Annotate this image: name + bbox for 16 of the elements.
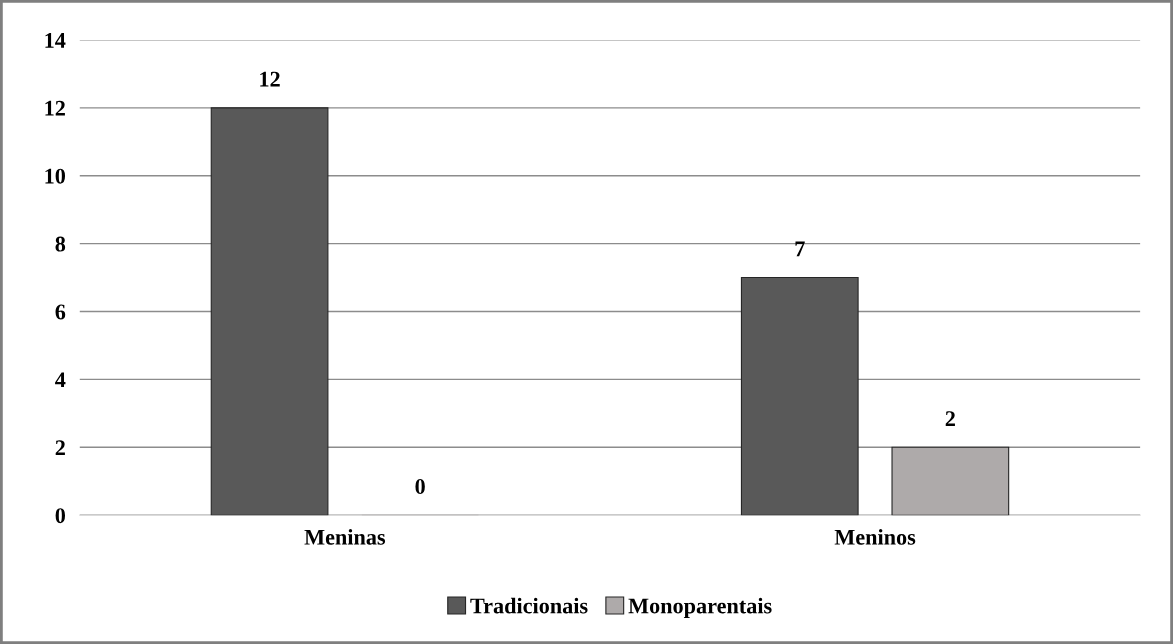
y-tick-label: 6 [55,304,66,320]
data-label: 2 [945,411,955,426]
y-tick-label: 10 [45,168,66,184]
y-tick-label: 4 [55,372,66,388]
data-label: 0 [415,479,425,495]
y-tick-label: 2 [55,440,65,456]
y-tick-label: 12 [45,100,65,116]
x-tick-label: Meninas [304,529,386,545]
y-tick-label: 14 [45,32,66,48]
data-label: 7 [795,241,805,257]
legend-label: Tradicionais [470,597,588,614]
y-tick-label: 0 [55,508,66,524]
legend-label: Monoparentais [628,597,772,618]
data-label: 12 [260,71,280,87]
x-tick-label: Meninos [834,529,916,545]
y-tick-label: 8 [55,236,66,252]
